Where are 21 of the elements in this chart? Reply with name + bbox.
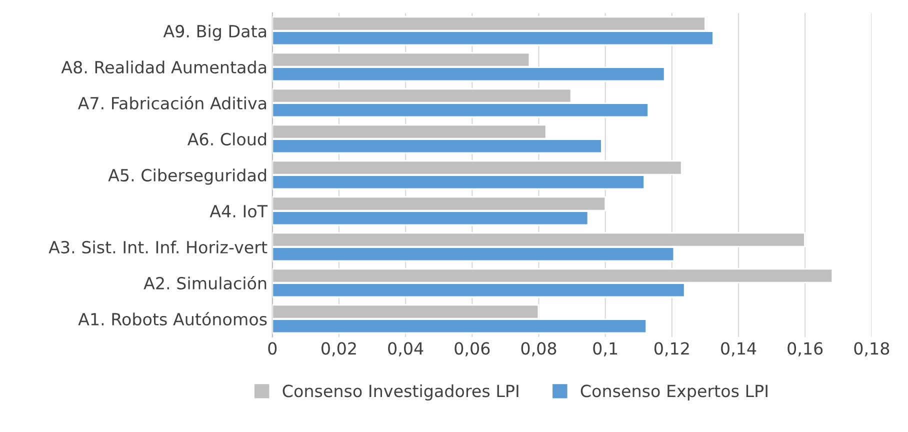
y-tick-label: A8. Realidad Aumentada — [61, 60, 266, 74]
x-tick-label: 0,12 — [654, 342, 689, 356]
x-tick-label: 0 — [268, 342, 277, 355]
y-tick-label: A5. Ciberseguridad — [108, 168, 266, 185]
x-tick-label: 0,18 — [854, 342, 890, 356]
y-tick-label: A3. Sist. Int. Inf. Horiz-vert — [48, 240, 268, 254]
y-tick-label: A9. Big Data — [163, 24, 266, 41]
x-tick-label: 0,04 — [388, 342, 424, 356]
y-tick-label: A2. Simulación — [144, 276, 266, 290]
y-tick-label: A6. Cloud — [187, 132, 266, 146]
y-tick-label: A4. IoT — [210, 205, 268, 218]
legend-label: Consenso Expertos LPI — [580, 384, 768, 400]
y-tick-label: A1. Robots Autónomos — [78, 312, 267, 326]
x-tick-label: 0,06 — [454, 342, 490, 356]
x-tick-label: 0,08 — [521, 342, 556, 356]
x-tick-label: 0,14 — [721, 342, 756, 356]
legend-label: Consenso Investigadores LPI — [282, 384, 518, 400]
x-tick-label: 0,1 — [593, 342, 618, 356]
y-tick-label: A7. Fabricación Aditiva — [78, 96, 266, 110]
x-tick-label: 0,16 — [788, 342, 823, 356]
x-tick-label: 0,02 — [322, 342, 356, 356]
